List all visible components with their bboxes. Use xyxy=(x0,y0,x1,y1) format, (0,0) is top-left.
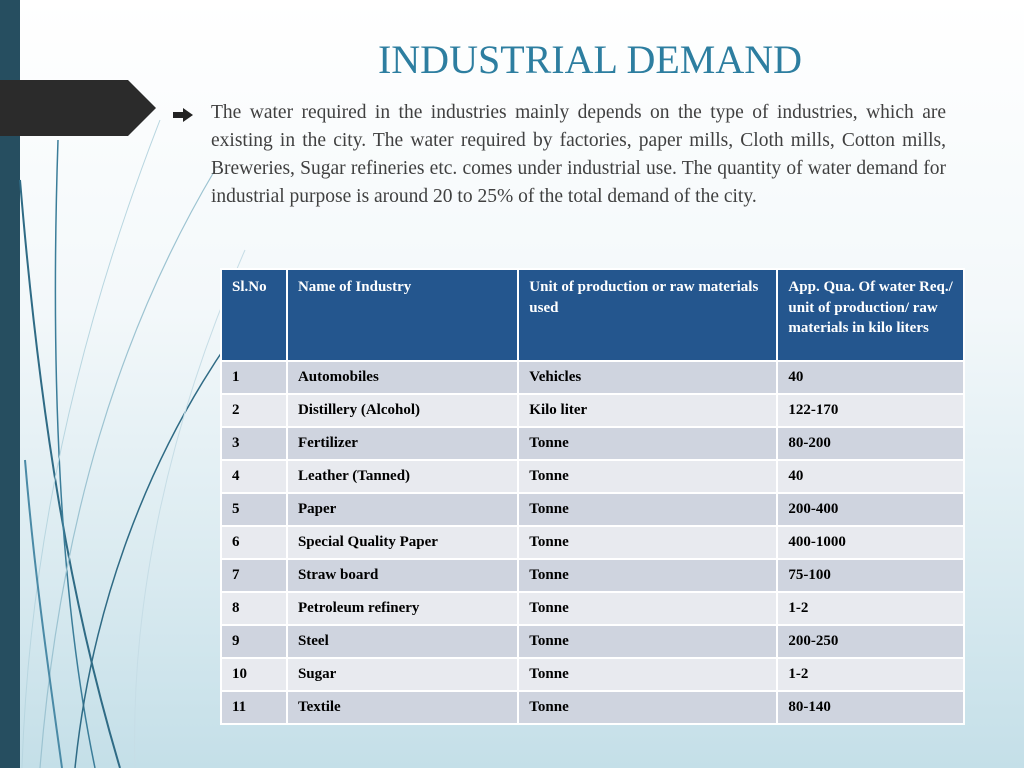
cell-unit: Tonne xyxy=(517,525,779,560)
cell-industry: Automobiles xyxy=(285,360,520,395)
table-row: 6 Special Quality Paper Tonne 400-1000 xyxy=(220,525,965,560)
cell-sl-no: 7 xyxy=(220,558,288,593)
cell-unit: Tonne xyxy=(517,624,779,659)
cell-water-qty: 75-100 xyxy=(776,558,965,593)
cell-unit: Vehicles xyxy=(517,360,779,395)
cell-industry: Textile xyxy=(285,690,520,725)
cell-sl-no: 10 xyxy=(220,657,288,692)
cell-unit: Tonne xyxy=(517,558,779,593)
table-header-row: Sl.No Name of Industry Unit of productio… xyxy=(220,268,965,362)
table-row: 8 Petroleum refinery Tonne 1-2 xyxy=(220,591,965,626)
table-row: 9 Steel Tonne 200-250 xyxy=(220,624,965,659)
slide-tab-shape xyxy=(0,80,156,136)
cell-sl-no: 1 xyxy=(220,360,288,395)
cell-sl-no: 5 xyxy=(220,492,288,527)
left-accent-bar xyxy=(0,0,20,768)
cell-industry: Paper xyxy=(285,492,520,527)
slide-title: INDUSTRIAL DEMAND xyxy=(377,37,803,82)
arrow-right-icon xyxy=(173,108,193,122)
cell-water-qty: 40 xyxy=(776,459,965,494)
cell-water-qty: 1-2 xyxy=(776,657,965,692)
table-row: 5 Paper Tonne 200-400 xyxy=(220,492,965,527)
cell-unit: Tonne xyxy=(517,591,779,626)
cell-water-qty: 80-200 xyxy=(776,426,965,461)
cell-water-qty: 200-250 xyxy=(776,624,965,659)
cell-sl-no: 6 xyxy=(220,525,288,560)
body-paragraph: The water required in the industries mai… xyxy=(211,102,946,207)
cell-sl-no: 4 xyxy=(220,459,288,494)
cell-water-qty: 400-1000 xyxy=(776,525,965,560)
cell-industry: Fertilizer xyxy=(285,426,520,461)
cell-water-qty: 200-400 xyxy=(776,492,965,527)
cell-industry: Petroleum refinery xyxy=(285,591,520,626)
header-sl-no: Sl.No xyxy=(220,268,288,362)
table-row: 7 Straw board Tonne 75-100 xyxy=(220,558,965,593)
cell-water-qty: 80-140 xyxy=(776,690,965,725)
cell-industry: Distillery (Alcohol) xyxy=(285,393,520,428)
cell-industry: Steel xyxy=(285,624,520,659)
cell-sl-no: 8 xyxy=(220,591,288,626)
cell-sl-no: 2 xyxy=(220,393,288,428)
table-row: 2 Distillery (Alcohol) Kilo liter 122-17… xyxy=(220,393,965,428)
table-row: 4 Leather (Tanned) Tonne 40 xyxy=(220,459,965,494)
cell-sl-no: 11 xyxy=(220,690,288,725)
cell-unit: Kilo liter xyxy=(517,393,779,428)
header-unit-of-production: Unit of production or raw materials used xyxy=(517,268,779,362)
cell-sl-no: 3 xyxy=(220,426,288,461)
table-row: 1 Automobiles Vehicles 40 xyxy=(220,360,965,395)
cell-industry: Leather (Tanned) xyxy=(285,459,520,494)
table-row: 10 Sugar Tonne 1-2 xyxy=(220,657,965,692)
decorative-curves xyxy=(19,119,246,768)
table-row: 3 Fertilizer Tonne 80-200 xyxy=(220,426,965,461)
cell-industry: Special Quality Paper xyxy=(285,525,520,560)
cell-unit: Tonne xyxy=(517,459,779,494)
industrial-demand-table: Sl.No Name of Industry Unit of productio… xyxy=(220,268,965,725)
cell-water-qty: 1-2 xyxy=(776,591,965,626)
header-water-requirement: App. Qua. Of water Req./ unit of product… xyxy=(776,268,965,362)
cell-sl-no: 9 xyxy=(220,624,288,659)
cell-industry: Sugar xyxy=(285,657,520,692)
cell-water-qty: 122-170 xyxy=(776,393,965,428)
header-industry-name: Name of Industry xyxy=(285,268,520,362)
cell-unit: Tonne xyxy=(517,492,779,527)
cell-water-qty: 40 xyxy=(776,360,965,395)
cell-unit: Tonne xyxy=(517,657,779,692)
cell-unit: Tonne xyxy=(517,426,779,461)
table-row: 11 Textile Tonne 80-140 xyxy=(220,690,965,725)
cell-industry: Straw board xyxy=(285,558,520,593)
cell-unit: Tonne xyxy=(517,690,779,725)
